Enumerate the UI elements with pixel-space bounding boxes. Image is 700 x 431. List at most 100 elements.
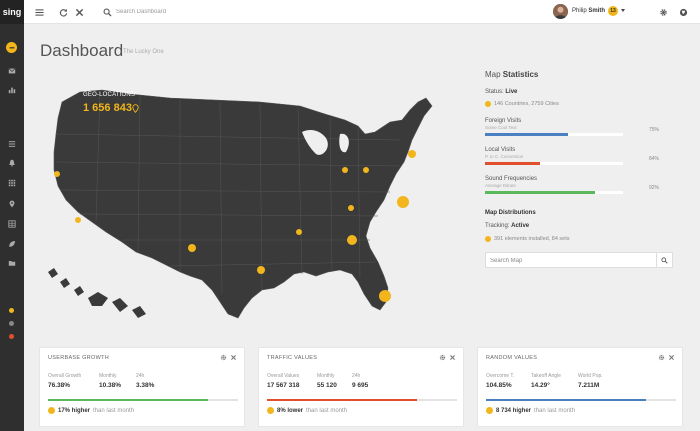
elements-row: 391 elements installed, 84 sets <box>485 236 570 242</box>
widget-stat: 24h 3.38% <box>136 373 154 389</box>
widget-title: RANDOM VALUES <box>486 355 538 361</box>
us-map[interactable] <box>40 62 460 332</box>
close-icon[interactable] <box>230 354 237 361</box>
widget-footer: 8% lower than last month <box>267 407 347 414</box>
widget-progress-track <box>486 399 676 401</box>
chevron-down-icon[interactable] <box>621 9 625 12</box>
search-map-button[interactable] <box>656 253 672 267</box>
countries-text: 146 Countries, 2759 Cities <box>494 101 559 107</box>
location-icon[interactable] <box>6 198 18 210</box>
status-label: Status: <box>485 89 504 95</box>
status-dot-red[interactable] <box>9 334 14 339</box>
location-pin-icon <box>485 101 491 107</box>
gear-icon[interactable] <box>658 354 665 361</box>
search-icon[interactable] <box>102 7 112 17</box>
map-city-dot <box>379 290 391 302</box>
close-icon[interactable] <box>449 354 456 361</box>
folder-icon[interactable] <box>6 257 18 269</box>
map-city-dot <box>296 229 302 235</box>
leaf-icon[interactable] <box>6 238 18 250</box>
stats-title-plain: Map <box>485 70 501 79</box>
mail-icon[interactable] <box>6 65 18 77</box>
footer-rest: than last month <box>306 407 348 414</box>
gear-icon[interactable] <box>439 354 446 361</box>
frown-icon <box>267 407 274 414</box>
map-city-dot <box>397 196 409 208</box>
stat-label: Overall Growth <box>48 373 82 379</box>
stat-label: Monthly <box>99 373 117 379</box>
geo-locations-value: 1 656 843 <box>83 102 132 114</box>
page-title: Dashboard <box>40 41 124 60</box>
map-city-dot <box>342 167 348 173</box>
smiley-icon <box>48 407 55 414</box>
stat-value: 17 567 318 <box>267 382 300 389</box>
search-map-input[interactable] <box>490 255 650 266</box>
stat-label: Overcome T. <box>486 373 515 379</box>
smiley-icon[interactable] <box>6 42 17 53</box>
widget-stat: 24h 9 695 <box>352 373 368 389</box>
avatar[interactable] <box>553 4 568 19</box>
bar-label: Local Visits <box>485 147 516 153</box>
footer-bold: 8 734 higher <box>496 407 532 414</box>
widget-progress-fill <box>48 399 208 401</box>
dashboard-search-input[interactable] <box>116 6 266 18</box>
table-icon[interactable] <box>6 218 18 230</box>
widget-title: TRAFFIC VALUES <box>267 355 318 361</box>
stats-title-bold: Statistics <box>502 70 539 79</box>
widget-stat: Overall Values 17 567 318 <box>267 373 300 389</box>
app-logo[interactable]: sing <box>0 0 24 24</box>
bar-track <box>485 191 623 194</box>
widget-progress-fill <box>267 399 418 401</box>
stat-value: 9 695 <box>352 382 369 389</box>
grid-icon[interactable] <box>6 177 18 189</box>
stat-value: 10.38% <box>99 382 122 389</box>
stats-title: Map Statistics <box>485 70 675 79</box>
sidebar: sing <box>0 0 24 431</box>
map-city-dot <box>363 167 369 173</box>
close-icon[interactable] <box>668 354 675 361</box>
widget-random-values: RANDOM VALUES Overcome T. 104.85% Takeoff… <box>477 347 683 427</box>
widget-footer: 17% higher than last month <box>48 407 134 414</box>
globe-icon[interactable] <box>678 7 688 17</box>
stat-value: 7.211M <box>578 382 600 389</box>
bar-fill <box>485 191 596 194</box>
stat-value: 3.38% <box>136 382 155 389</box>
map-city-dot <box>188 244 196 252</box>
tracking-line: Tracking: Active <box>485 223 529 229</box>
notification-badge[interactable]: 13 <box>608 6 618 16</box>
bell-icon[interactable] <box>6 157 18 169</box>
countries-row: 146 Countries, 2759 Cities <box>485 101 559 107</box>
chart-icon[interactable] <box>6 84 18 96</box>
stat-value: 104.85% <box>486 382 512 389</box>
map-city-dot <box>408 150 416 158</box>
refresh-icon[interactable] <box>58 7 68 17</box>
tracking-label: Tracking: <box>485 223 510 229</box>
bar-fill <box>485 133 568 136</box>
bar-percent: 75% <box>649 127 660 133</box>
user-name[interactable]: Philip Smith <box>572 8 605 14</box>
widget-traffic-values: TRAFFIC VALUES Overall Values 17 567 318 … <box>258 347 464 427</box>
gear-icon <box>485 236 491 242</box>
widget-stat: Overall Growth 76.38% <box>48 373 81 389</box>
widget-progress-fill <box>486 399 646 401</box>
widget-progress-track <box>48 399 238 401</box>
top-bar: Philip Smith 13 <box>24 0 700 24</box>
geo-locations-label: GEO-LOCATIONS <box>83 92 136 98</box>
gear-icon[interactable] <box>658 7 668 17</box>
stat-label: Monthly <box>317 373 335 379</box>
map-city-dot <box>257 266 265 274</box>
gear-icon[interactable] <box>220 354 227 361</box>
great-lakes <box>302 130 349 155</box>
map-city-dot <box>54 171 60 177</box>
status-line: Status: Live <box>485 89 517 95</box>
stat-value: 14.29° <box>531 382 550 389</box>
status-dot-yellow[interactable] <box>9 308 14 313</box>
bar-percent: 84% <box>649 156 660 162</box>
status-dot-gray[interactable] <box>9 321 14 326</box>
close-icon[interactable] <box>74 7 84 17</box>
menu-icon[interactable] <box>34 7 44 17</box>
bar-track <box>485 162 623 165</box>
list-icon[interactable] <box>6 138 18 150</box>
foreign-visits-bar: Foreign Visits Some Cool Text 75% <box>485 118 675 136</box>
widget-stat: Monthly 55 120 <box>317 373 337 389</box>
